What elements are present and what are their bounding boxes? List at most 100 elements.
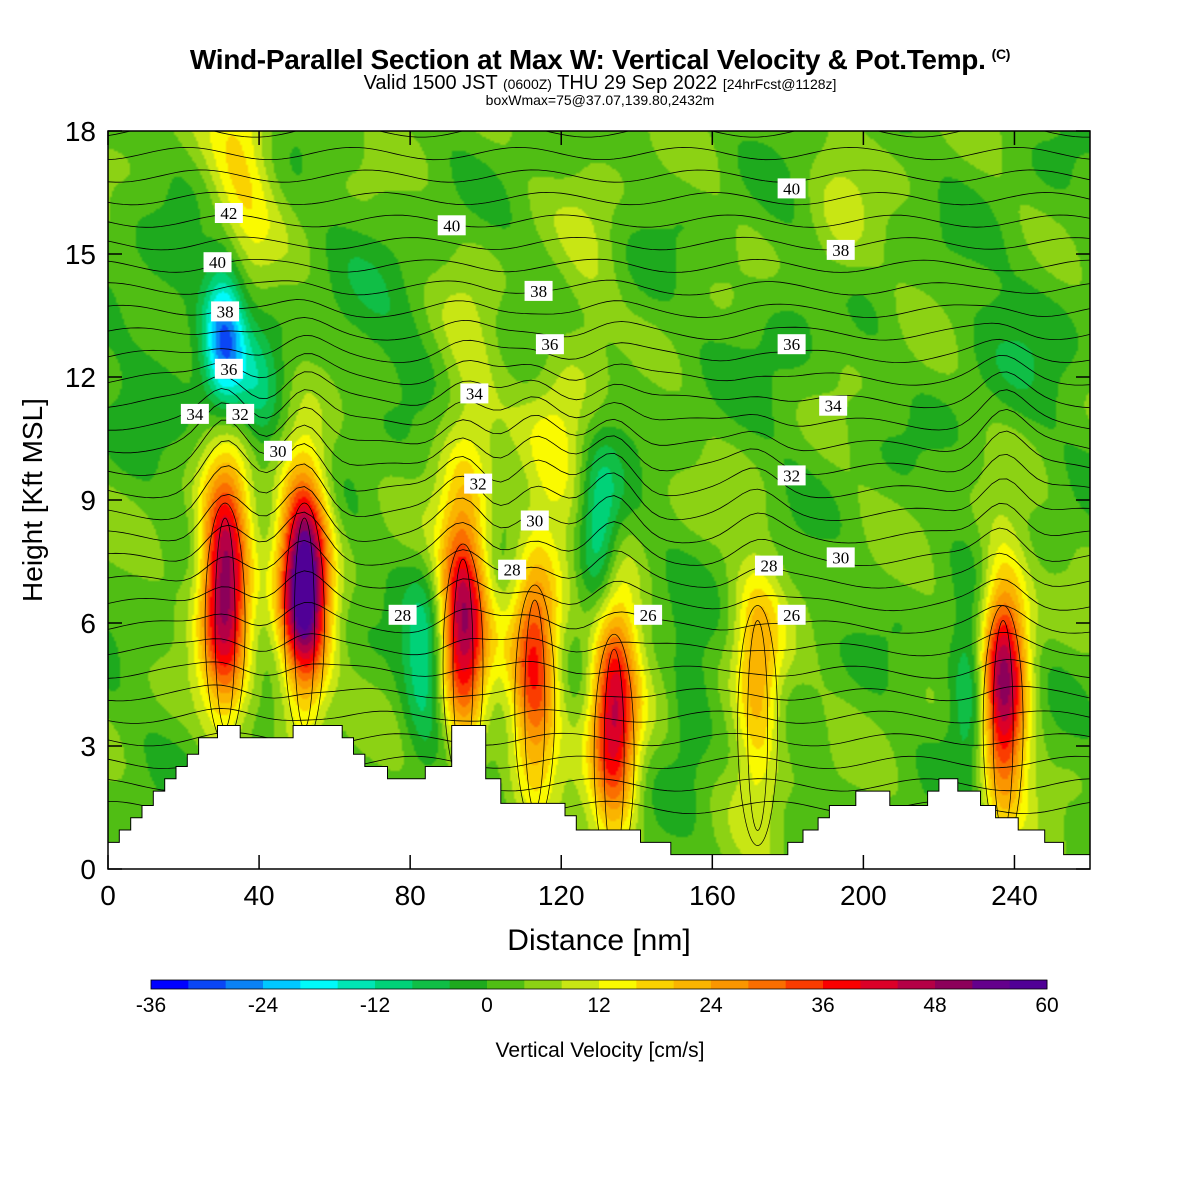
theta-label: 40 — [777, 178, 806, 199]
theta-label: 36 — [535, 334, 564, 355]
theta-label-box — [214, 358, 243, 379]
colorbar-swatch — [375, 980, 413, 989]
colorbar-swatch — [337, 980, 376, 989]
theta-contour-line — [108, 371, 1090, 409]
theta-contour-line — [108, 632, 1090, 657]
colorbar-tick-label: 36 — [811, 994, 834, 1017]
colorbar-tick-label: -24 — [248, 994, 279, 1017]
x-tick-label: 80 — [395, 880, 426, 911]
theta-label-box — [777, 465, 806, 486]
theta-label-box — [777, 604, 806, 625]
colorbar-tick-label: -36 — [136, 994, 166, 1017]
colorbar-tick-label: -12 — [360, 994, 390, 1017]
x-axis-label: Distance [nm] — [507, 924, 690, 957]
theta-label-text: 38 — [217, 302, 234, 321]
theta-label-text: 40 — [209, 253, 226, 272]
theta-label: 32 — [464, 473, 493, 494]
theta-label-text: 28 — [504, 561, 521, 580]
theta-label: 36 — [777, 334, 806, 355]
theta-contour-line — [108, 708, 1090, 724]
colorbar-swatch — [412, 980, 451, 989]
theta-label-box — [826, 239, 855, 260]
colorbar-swatch — [860, 980, 899, 989]
theta-contour-line — [108, 486, 1090, 544]
theta-label-text: 34 — [825, 397, 843, 416]
x-tick-label: 200 — [840, 880, 887, 911]
theta-label-text: 32 — [783, 466, 800, 485]
theta-label-box — [520, 510, 549, 531]
theta-label-box — [826, 547, 855, 568]
terrain-mask — [107, 725, 1091, 870]
theta-label: 30 — [520, 510, 549, 531]
theta-contour-line — [108, 236, 1090, 251]
theta-contour-line — [108, 511, 1090, 567]
y-axis-label: Height [Kft MSL] — [17, 398, 48, 602]
theta-label-box — [437, 215, 466, 236]
colorbar-swatch — [748, 980, 787, 989]
theta-label-text: 30 — [526, 512, 543, 531]
theta-label: 38 — [524, 280, 553, 301]
theta-label: 32 — [226, 403, 255, 424]
theta-label-text: 38 — [832, 241, 849, 260]
chart-subtitle: Valid 1500 JST (0600Z) THU 29 Sep 2022 [… — [0, 72, 1200, 95]
theta-contour-line — [108, 214, 1090, 228]
valid-date-label: THU 29 Sep 2022 — [557, 72, 718, 94]
theta-label-text: 28 — [760, 557, 777, 576]
theta-contour-line — [108, 299, 1090, 318]
theta-label-box — [211, 301, 240, 322]
colorbar: -36 -24 -12 0 12 24 36 48 60 — [136, 979, 1059, 1017]
theta-label: 34 — [180, 403, 209, 424]
theta-label-text: 28 — [394, 606, 411, 625]
theta-label-box — [498, 559, 527, 580]
theta-label-box — [263, 440, 292, 461]
theta-label-box — [634, 604, 663, 625]
theta-contour-labels: 42 40 38 36 34 32 30 40 38 36 34 32 30 28 28 26 40 38 36 34… — [180, 178, 855, 625]
theta-label: 30 — [263, 440, 292, 461]
colorbar-tick-label: 0 — [481, 994, 493, 1017]
theta-label-text: 36 — [541, 335, 558, 354]
colorbar-swatch — [673, 980, 712, 989]
colorbar-swatch — [1009, 980, 1048, 989]
theta-closed-contour — [737, 605, 778, 846]
y-tick-label: 12 — [65, 362, 96, 393]
theta-label-text: 32 — [470, 475, 487, 494]
theta-label-box — [203, 252, 232, 273]
theta-label-text: 32 — [232, 405, 249, 424]
theta-label-text: 30 — [832, 548, 849, 567]
theta-contour-line — [108, 659, 1090, 679]
colorbar-swatch — [300, 980, 339, 989]
colorbar-swatch — [487, 980, 525, 989]
colorbar-tick-label: 48 — [923, 994, 946, 1017]
colorbar-swatch — [599, 980, 637, 989]
theta-label-box — [464, 473, 493, 494]
theta-label: 42 — [214, 203, 243, 223]
theta-label: 28 — [498, 559, 527, 580]
theta-contour-line — [108, 684, 1090, 702]
colorbar-swatch — [151, 980, 189, 989]
theta-contour-line — [108, 146, 1090, 161]
theta-contour-line — [108, 131, 1090, 138]
theta-label-box — [524, 280, 553, 301]
theta-label-text: 42 — [220, 204, 237, 223]
y-tick-label: 6 — [80, 608, 96, 639]
theta-label-box — [777, 178, 806, 199]
theta-label-box — [388, 604, 417, 625]
colorbar-swatch — [561, 980, 600, 989]
forecast-label: [24hrFcst@1128z] — [722, 76, 837, 92]
theta-contour-line — [108, 191, 1090, 206]
theta-label: 38 — [211, 301, 240, 322]
valid-utc-label: (0600Z) — [502, 76, 552, 92]
theta-label: 34 — [819, 395, 848, 416]
y-tick-label: 3 — [80, 731, 96, 762]
theta-contour-line — [108, 258, 1090, 273]
x-tick-label: 160 — [689, 880, 736, 911]
theta-contour-line — [108, 169, 1090, 183]
theta-contour-line — [108, 353, 1090, 386]
theta-label-box — [460, 383, 489, 404]
chart-title-text: Wind-Parallel Section at Max W: Vertical… — [189, 44, 986, 75]
theta-label-box — [754, 555, 783, 576]
theta-label-box — [777, 334, 806, 355]
theta-label-text: 40 — [783, 179, 800, 198]
